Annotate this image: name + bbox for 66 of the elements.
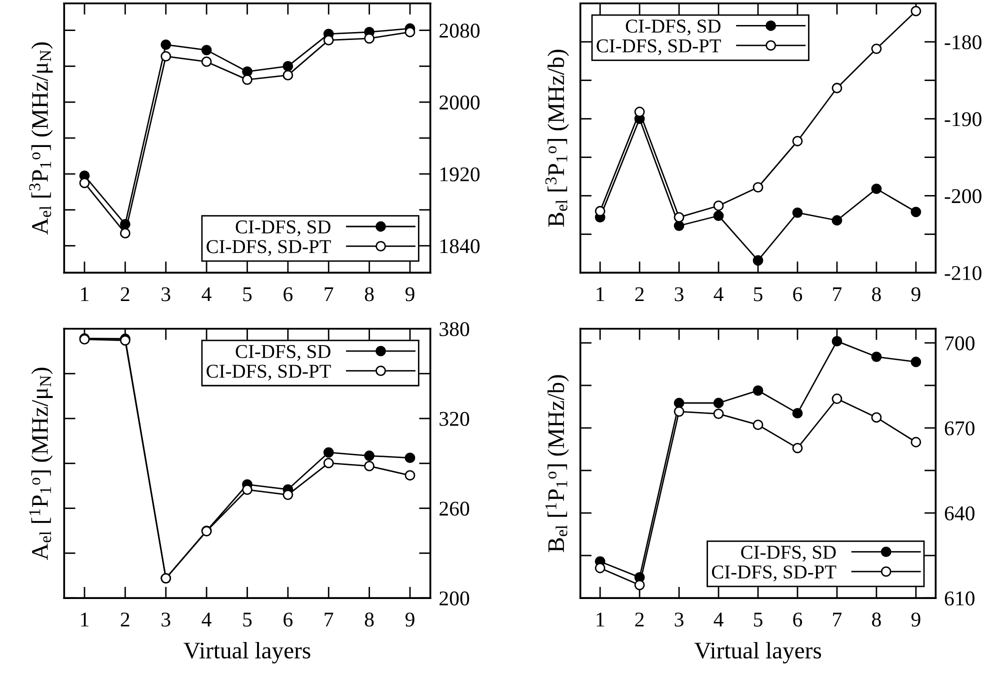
text: A$_{el}$ [$^{1}$P$_{1}$$^{o}$] (MHz/μ$_{N}$) [29, 368, 53, 560]
x-tick-label: 3 [162, 287, 170, 302]
y-tick-label: 380 [440, 322, 470, 336]
y-tick-label: 700 [945, 336, 974, 350]
x-tick-label: 9 [405, 612, 414, 627]
x-tick-label: 3 [674, 287, 684, 302]
y-axis-title: B$_{el}$ [$^{3}$P$_{1}$$^{o}$] (MHz/b) [545, 50, 569, 227]
x-tick-label: 8 [872, 287, 881, 302]
x-tick-label: 7 [324, 287, 334, 302]
x-tick-label: 7 [833, 287, 842, 302]
x-tick-label: 1 [596, 287, 604, 302]
y-tick-label: 1840 [440, 239, 480, 254]
x-tick-label: 4 [714, 612, 724, 626]
x-tick-label: 5 [243, 612, 252, 627]
legend-label: CI-DFS, SD-PT [596, 39, 721, 56]
text: A$_{el}$ [$^{3}$P$_{1}$$^{o}$] (MHz/μ$_{N}$) [29, 42, 53, 235]
x-tick-label: 7 [324, 612, 334, 626]
y-tick-label: 1920 [440, 167, 480, 182]
y-tick-label: -190 [944, 112, 982, 126]
x-tick-label: 8 [364, 612, 374, 627]
x-tick-label: 9 [911, 612, 920, 627]
x-tick-label: 3 [674, 612, 684, 627]
legend-label: CI-DFS, SD [741, 546, 836, 562]
y-tick-label: 2080 [440, 24, 480, 38]
x-tick-label: 8 [364, 287, 374, 302]
x-tick-label: 4 [202, 287, 212, 302]
x-tick-label: 6 [284, 612, 293, 627]
x-tick-label: 2 [635, 287, 644, 302]
x-tick-label: 8 [872, 612, 881, 627]
x-tick-label: 1 [81, 287, 88, 302]
y-tick-label: -210 [944, 266, 982, 280]
legend-label: CI-DFS, SD-PT [712, 565, 836, 582]
legend-label: CI-DFS, SD [626, 20, 720, 36]
y-tick-label: 670 [944, 421, 974, 436]
x-tick-label: 9 [405, 287, 414, 302]
x-tick-label: 7 [833, 612, 842, 626]
x-tick-label: 2 [120, 287, 130, 302]
y-tick-label: -200 [944, 189, 982, 204]
x-tick-label: 1 [596, 612, 604, 626]
y-tick-label: 2000 [440, 96, 480, 110]
legend-label: CI-DFS, SD-PT [206, 364, 331, 381]
y-tick-label: 200 [440, 591, 470, 606]
legend-label: CI-DFS, SD [236, 345, 330, 361]
x-axis-title: Virtual layers [184, 642, 310, 664]
x-tick-label: 1 [81, 612, 88, 626]
legend-label: CI-DFS, SD-PT [206, 240, 331, 256]
y-tick-label: 260 [440, 502, 470, 516]
x-tick-label: 4 [202, 612, 212, 626]
x-tick-label: 6 [793, 612, 802, 627]
y-tick-label: 320 [440, 412, 470, 426]
x-axis-title: Virtual layers [694, 642, 822, 664]
y-tick-label: 610 [944, 591, 974, 606]
x-tick-label: 3 [162, 612, 170, 627]
legend-label: CI-DFS, SD [236, 220, 330, 236]
x-tick-label: 6 [793, 287, 802, 302]
y-tick-label: 640 [944, 506, 974, 520]
x-tick-label: 4 [714, 287, 724, 302]
x-tick-label: 5 [754, 287, 762, 302]
x-tick-label: 5 [754, 612, 762, 627]
y-axis-title: B$_{el}$ [$^{1}$P$_{1}$$^{o}$] (MHz/b) [545, 375, 569, 552]
y-tick-label: -180 [944, 35, 982, 50]
x-tick-label: 2 [120, 612, 130, 626]
x-tick-label: 2 [635, 612, 644, 626]
x-tick-label: 6 [284, 287, 293, 302]
x-tick-label: 9 [911, 287, 920, 302]
x-tick-label: 5 [243, 287, 252, 302]
